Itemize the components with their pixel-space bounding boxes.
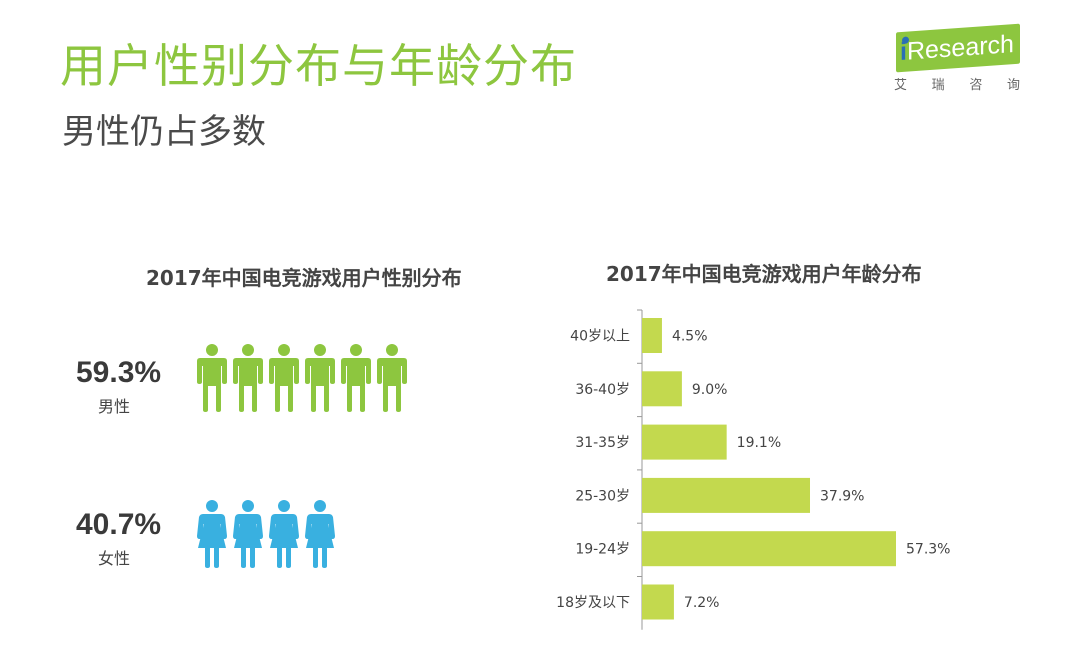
age-bar [642, 424, 727, 460]
category-label: 31-35岁 [575, 435, 630, 451]
male-person-icon [232, 344, 264, 416]
female-person-icon [196, 500, 228, 572]
category-label: 18岁及以下 [556, 595, 630, 611]
bar-value-label: 4.5% [672, 329, 708, 345]
male-person-icon [376, 344, 408, 416]
male-label: 男性 [98, 397, 131, 416]
age-bar [642, 318, 662, 353]
female-person-icon [304, 500, 336, 572]
category-label: 25-30岁 [575, 488, 630, 504]
male-person-icon [268, 344, 300, 416]
gender-chart-title: 2017年中国电竞游戏用户性别分布 [146, 266, 462, 290]
age-bar [642, 531, 896, 567]
female-person-icon [232, 500, 264, 572]
bar-value-label: 9.0% [692, 382, 728, 398]
bar-value-label: 57.3% [906, 542, 950, 558]
bar-value-label: 7.2% [684, 595, 720, 611]
age-chart-title: 2017年中国电竞游戏用户年龄分布 [606, 262, 922, 286]
page-subtitle: 男性仍占多数 [62, 112, 266, 152]
logo-badge: iResearch [896, 23, 1020, 73]
category-label: 19-24岁 [575, 542, 630, 558]
age-bar [642, 371, 682, 407]
female-person-icon [268, 500, 300, 572]
logo-wordmark: iResearch [900, 30, 1014, 67]
age-bar-chart: 40岁以上 4.5% 36-40岁 9.0% 31-35岁 19.1% 25-30岁 37.9… [556, 309, 950, 630]
category-label: 36-40岁 [575, 382, 630, 398]
male-person-icon [340, 344, 372, 416]
female-icon-row [196, 500, 336, 572]
female-label: 女性 [98, 549, 131, 568]
age-bar [642, 477, 811, 513]
page-title: 用户性别分布与年龄分布 [60, 39, 577, 93]
male-percent: 59.3% [76, 356, 162, 389]
female-percent: 40.7% [76, 508, 162, 541]
male-person-icon [304, 344, 336, 416]
male-person-icon [196, 344, 228, 416]
bar-value-label: 19.1% [737, 435, 781, 451]
logo-chinese: 艾 瑞 咨 询 [894, 78, 1020, 93]
bar-value-label: 37.9% [820, 488, 864, 504]
age-bar [642, 584, 674, 620]
category-label: 40岁以上 [570, 329, 630, 345]
male-icon-row [196, 344, 408, 416]
iresearch-logo: iResearch 艾 瑞 咨 询 [888, 23, 1028, 96]
